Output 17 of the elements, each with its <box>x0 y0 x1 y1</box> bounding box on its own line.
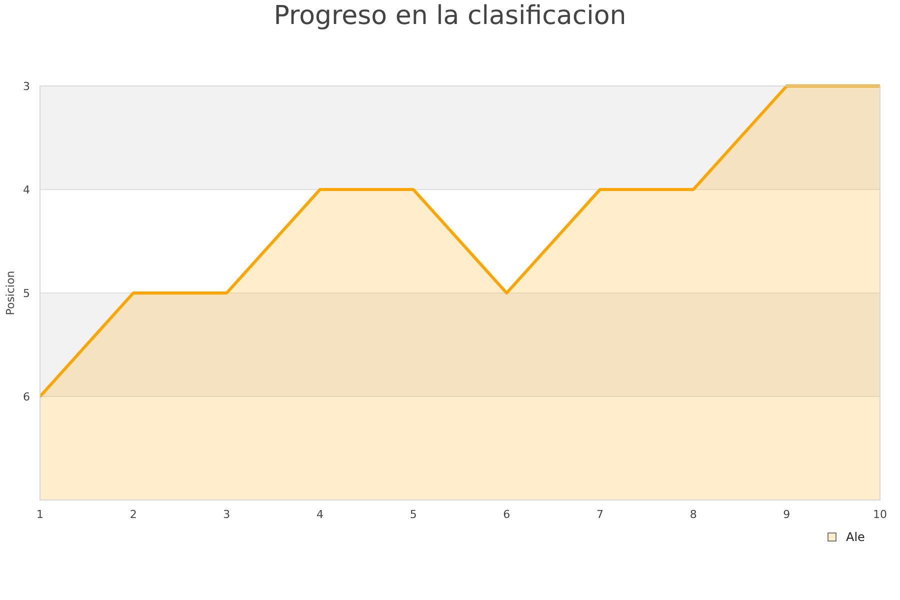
legend-label: Ale <box>846 530 865 544</box>
x-tick-label: 9 <box>783 508 790 521</box>
x-tick-label: 2 <box>130 508 137 521</box>
y-tick-label: 5 <box>23 286 30 300</box>
y-axis-title: Posicion <box>4 270 17 316</box>
x-tick-label: 8 <box>690 508 697 521</box>
x-tick-label: 1 <box>36 508 44 521</box>
x-tick-label: 7 <box>596 508 604 521</box>
y-tick-label: 4 <box>23 183 30 196</box>
x-tick-label: 6 <box>503 508 510 521</box>
x-tick-label: 10 <box>873 508 887 521</box>
x-tick-label: 4 <box>316 508 324 521</box>
x-tick-label: 3 <box>223 508 230 521</box>
chart-title: Progreso en la clasificacion <box>274 1 626 31</box>
y-tick-label: 3 <box>23 80 30 93</box>
y-tick-label: 6 <box>23 390 30 404</box>
x-tick-label: 5 <box>410 508 417 521</box>
